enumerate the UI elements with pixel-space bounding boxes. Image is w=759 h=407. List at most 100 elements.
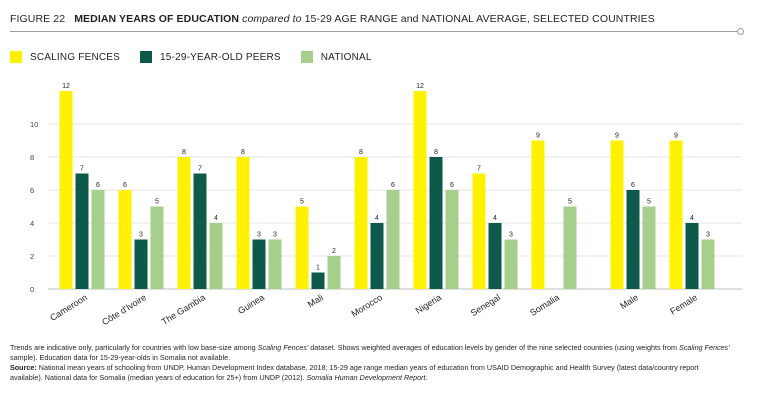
bar-cameroon-0	[59, 91, 73, 289]
bar-the-gambia-0	[177, 157, 191, 289]
data-label: 6	[391, 182, 395, 189]
bar-c-te-d-ivoire-2	[150, 206, 164, 289]
bar-female-1	[685, 223, 699, 289]
data-label: 5	[647, 199, 651, 206]
legend-item-national: NATIONAL	[300, 51, 372, 63]
bar-mali-2	[327, 256, 341, 289]
data-label: 6	[123, 182, 127, 189]
bar-nigeria-1	[429, 157, 443, 289]
data-label: 12	[62, 83, 70, 90]
bar-male-2	[642, 206, 656, 289]
x-tick-label: Morocco	[349, 292, 384, 319]
bar-male-0	[610, 140, 624, 289]
bar-morocco-2	[386, 190, 400, 289]
x-tick-label: Mali	[306, 292, 325, 309]
bar-mali-0	[295, 206, 309, 289]
header-rule	[10, 31, 740, 32]
chart-legend: SCALING FENCES 15-29-YEAR-OLD PEERS NATI…	[10, 51, 392, 63]
bar-somalia-2	[563, 206, 577, 289]
data-label: 7	[80, 166, 84, 173]
data-label: 9	[615, 133, 619, 140]
bar-guinea-0	[236, 157, 250, 289]
bar-the-gambia-2	[209, 223, 223, 289]
x-tick-label: The Gambia	[160, 292, 207, 327]
y-tick-label: 2	[30, 252, 34, 261]
data-label: 2	[332, 248, 336, 255]
data-label: 3	[509, 232, 513, 239]
figure-title-rest: 15-29 AGE RANGE and NATIONAL AVERAGE, SE…	[304, 13, 655, 25]
data-label: 4	[375, 215, 379, 222]
data-label: 4	[690, 215, 694, 222]
x-tick-label: Guinea	[236, 292, 266, 316]
legend-swatch-national	[300, 51, 313, 63]
x-tick-label: Cameroon	[48, 292, 89, 323]
legend-swatch-scaling-fences	[10, 51, 22, 63]
bar-cameroon-1	[75, 173, 89, 289]
bar-guinea-1	[252, 239, 266, 289]
legend-item-peers: 15-29-YEAR-OLD PEERS	[140, 51, 281, 63]
data-label: 5	[568, 199, 572, 206]
y-tick-label: 0	[30, 285, 34, 294]
x-tick-label: Male	[618, 292, 640, 311]
y-tick-label: 8	[30, 153, 34, 162]
bar-c-te-d-ivoire-0	[118, 190, 132, 289]
data-label: 9	[536, 133, 540, 140]
x-tick-label: Nigeria	[414, 292, 443, 316]
data-label: 4	[493, 215, 497, 222]
legend-label-national: NATIONAL	[320, 51, 372, 63]
notes-source: Source: National mean years of schooling…	[10, 363, 699, 382]
y-tick-label: 10	[30, 120, 38, 129]
data-label: 8	[434, 149, 438, 156]
x-tick-label: Somalia	[528, 292, 561, 318]
bar-the-gambia-1	[193, 173, 207, 289]
bar-female-0	[669, 140, 683, 289]
figure-title: FIGURE 22 MEDIAN YEARS OF EDUCATION comp…	[10, 12, 750, 26]
x-tick-label: Female	[668, 292, 699, 316]
data-label: 6	[631, 182, 635, 189]
data-label: 3	[139, 232, 143, 239]
data-label: 3	[257, 232, 261, 239]
y-tick-label: 6	[30, 186, 34, 195]
bar-female-2	[701, 239, 715, 289]
bar-senegal-1	[488, 223, 502, 289]
figure-number: FIGURE 22	[10, 13, 66, 25]
bar-cameroon-2	[91, 190, 105, 289]
data-label: 5	[155, 199, 159, 206]
bar-mali-1	[311, 272, 325, 289]
bar-somalia-0	[531, 140, 545, 289]
data-label: 4	[214, 215, 218, 222]
bar-nigeria-2	[445, 190, 459, 289]
data-label: 8	[182, 149, 186, 156]
data-label: 1	[316, 265, 320, 272]
data-label: 7	[477, 166, 481, 173]
bar-senegal-0	[472, 173, 486, 289]
data-label: 8	[359, 149, 363, 156]
bar-nigeria-0	[413, 91, 427, 289]
data-label: 3	[706, 232, 710, 239]
data-label: 8	[241, 149, 245, 156]
chart-notes: Trends are indicative only, particularly…	[10, 343, 730, 383]
legend-label-scaling-fences: SCALING FENCES	[30, 51, 121, 63]
legend-label-peers: 15-29-YEAR-OLD PEERS	[160, 51, 281, 63]
legend-item-scaling-fences: SCALING FENCES	[10, 51, 120, 63]
bar-senegal-2	[504, 239, 518, 289]
bar-male-1	[626, 190, 640, 289]
data-label: 3	[273, 232, 277, 239]
figure-title-italic: compared to	[242, 13, 302, 25]
x-tick-label: Côte d'Ivoire	[100, 292, 148, 327]
y-tick-label: 4	[30, 219, 34, 228]
figure-title-bold: MEDIAN YEARS OF EDUCATION	[74, 13, 240, 25]
x-tick-label: Senegal	[469, 292, 502, 318]
data-label: 12	[416, 83, 424, 90]
figure-header: FIGURE 22 MEDIAN YEARS OF EDUCATION comp…	[10, 12, 750, 32]
bar-morocco-1	[370, 223, 384, 289]
data-label: 5	[300, 199, 304, 206]
bar-morocco-0	[354, 157, 368, 289]
notes-trends: Trends are indicative only, particularly…	[10, 343, 730, 362]
data-label: 7	[198, 166, 202, 173]
bar-guinea-2	[268, 239, 282, 289]
legend-swatch-peers	[140, 51, 153, 63]
bar-c-te-d-ivoire-1	[134, 239, 148, 289]
header-rule-end-icon	[737, 28, 744, 35]
